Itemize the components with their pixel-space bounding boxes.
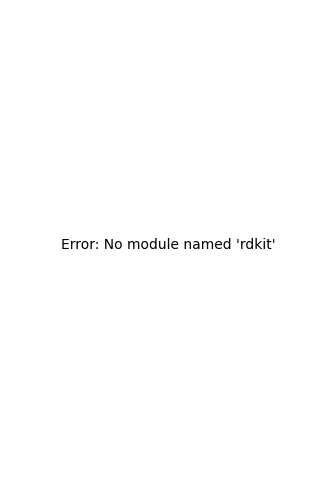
Text: Error: No module named 'rdkit': Error: No module named 'rdkit' — [61, 239, 276, 252]
